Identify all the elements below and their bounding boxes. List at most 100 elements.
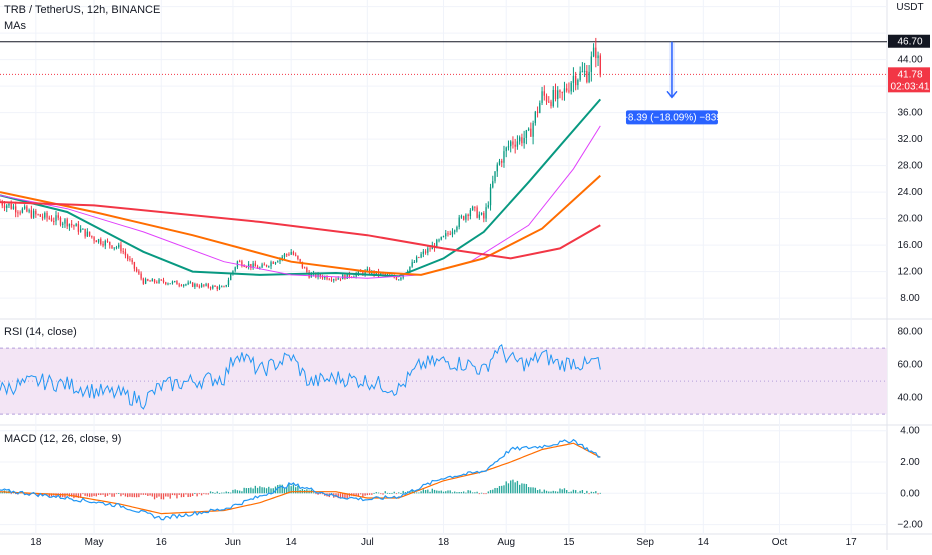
candle-body <box>230 274 232 281</box>
candle-body <box>194 284 196 287</box>
candle-body <box>66 219 68 227</box>
price-axis-label: 12.00 <box>897 267 922 278</box>
candle-body <box>156 282 158 284</box>
candle-body <box>223 286 225 288</box>
candle-body <box>366 269 369 271</box>
candle-body <box>3 205 6 209</box>
candle-body <box>279 258 281 262</box>
candle-body <box>48 217 50 219</box>
macd-histogram-bar <box>440 490 442 494</box>
candle-body <box>471 206 474 211</box>
macd-histogram-bar <box>106 493 109 496</box>
macd-histogram-bar <box>498 486 501 494</box>
candle-body <box>505 147 507 152</box>
candle-body <box>196 284 198 287</box>
candle-body <box>521 137 523 144</box>
candle-body <box>82 228 84 230</box>
candle-body <box>568 90 570 92</box>
candle-body <box>254 263 257 267</box>
candle-body <box>292 252 295 255</box>
macd-histogram-bar <box>315 493 317 495</box>
measure-arrow-head[interactable] <box>666 90 678 99</box>
candle-body <box>512 141 514 145</box>
macd-histogram-bar <box>433 489 436 494</box>
rsi-pane-label[interactable]: RSI (14, close) <box>4 326 77 338</box>
macd-signal-line[interactable] <box>0 442 601 515</box>
macd-histogram-bar <box>93 493 95 496</box>
macd-histogram-bar <box>411 490 413 494</box>
moving-average-line[interactable] <box>0 98 602 278</box>
rsi-line[interactable] <box>0 344 601 410</box>
macd-histogram-bar <box>398 492 400 494</box>
candle-body <box>227 280 230 285</box>
candle-body <box>411 262 413 267</box>
candle-body <box>256 266 259 269</box>
candle-body <box>100 239 102 244</box>
candle-body <box>23 206 26 209</box>
candle-body <box>442 236 445 238</box>
price-axis-label: 36.00 <box>897 108 922 119</box>
candle-body <box>317 273 319 278</box>
macd-histogram-bar <box>254 485 257 494</box>
candle-body <box>21 208 24 213</box>
candle-body <box>274 262 277 264</box>
macd-histogram-bar <box>496 487 498 494</box>
macd-pane-label[interactable]: MACD (12, 26, close, 9) <box>4 433 122 445</box>
macd-histogram-bar <box>597 493 599 495</box>
macd-histogram-bar <box>205 493 207 495</box>
ma-indicator-label[interactable]: MAs <box>4 20 26 32</box>
price-axis-label: 32.00 <box>897 134 922 145</box>
candle-body <box>265 264 268 267</box>
candle-body <box>97 239 100 243</box>
macd-histogram-bar <box>151 493 153 497</box>
measure-label: −8.39 (−18.09%) −839 <box>622 112 722 123</box>
macd-histogram-bar <box>489 490 492 494</box>
macd-histogram-bar <box>252 488 254 494</box>
macd-histogram-bar <box>102 493 104 495</box>
macd-histogram-bar <box>384 491 386 494</box>
macd-histogram-bar <box>265 488 268 494</box>
macd-histogram-bar <box>200 493 203 496</box>
rsi-axis-label: 80.00 <box>897 327 922 338</box>
macd-histogram-bar <box>243 487 245 494</box>
macd-histogram-bar <box>214 492 216 494</box>
candle-body <box>62 223 64 225</box>
candle-body <box>418 257 420 259</box>
macd-histogram-bar <box>483 493 485 495</box>
moving-average-line[interactable] <box>0 201 601 260</box>
candle-body <box>579 71 581 80</box>
macd-histogram-bar <box>174 493 176 496</box>
macd-histogram-bar <box>171 493 174 496</box>
macd-histogram-bar <box>227 491 230 494</box>
measure-label-box[interactable] <box>625 110 718 125</box>
macd-histogram-bar <box>485 493 487 495</box>
macd-line[interactable] <box>0 438 601 521</box>
macd-histogram-bar <box>357 493 360 497</box>
macd-histogram-bar <box>536 490 539 494</box>
macd-histogram-bar <box>563 488 566 494</box>
candle-body <box>191 282 194 287</box>
macd-histogram-bar <box>82 493 84 495</box>
candle-body <box>355 273 357 277</box>
candle-body <box>333 279 335 281</box>
candle-body <box>541 91 543 103</box>
candle-body <box>321 276 324 279</box>
candle-body <box>563 88 566 93</box>
macd-histogram-bar <box>176 493 178 499</box>
candle-body <box>543 91 545 96</box>
macd-histogram-bar <box>476 491 478 494</box>
moving-average-line[interactable] <box>0 174 601 276</box>
macd-histogram-bar <box>153 493 156 500</box>
candle-body <box>436 239 438 249</box>
candle-body <box>480 213 483 215</box>
candle-body <box>158 279 160 283</box>
macd-histogram-bar <box>317 493 319 495</box>
macd-histogram-bar <box>75 493 77 498</box>
candle-body <box>88 231 91 236</box>
candle-body <box>209 287 212 289</box>
macd-histogram-bar <box>15 493 17 495</box>
moving-average-line[interactable] <box>0 125 601 279</box>
candle-body <box>398 279 400 281</box>
